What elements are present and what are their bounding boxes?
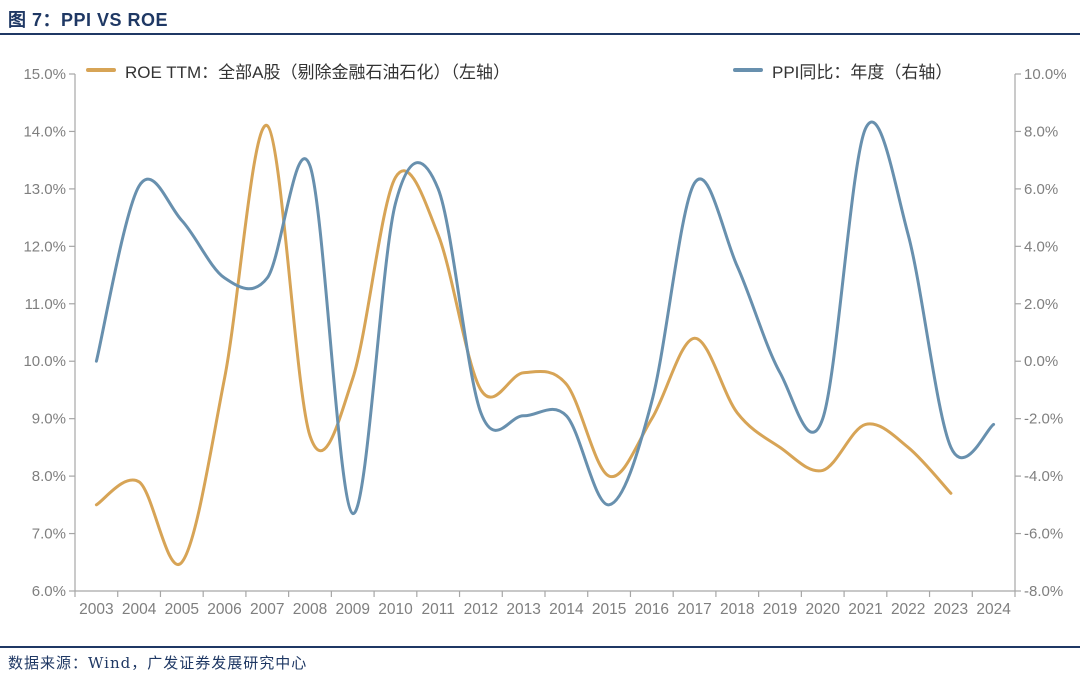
ppi-line (94, 120, 996, 516)
ppi-line-swatch (733, 68, 763, 72)
x-axis-tick-label: 2007 (250, 601, 284, 618)
x-axis-tick-label: 2003 (79, 601, 113, 618)
legend-item-roe: ROE TTM：全部A股（剔除金融石油石化）（左轴） (86, 58, 510, 82)
left-axis-tick-label: 15.0% (23, 66, 66, 83)
left-axis-tick-label: 11.0% (25, 296, 66, 313)
right-axis-tick-label: 8.0% (1024, 123, 1058, 140)
left-axis-tick-label: 12.0% (23, 238, 66, 255)
legend-label-ppi: PPI同比：年度（右轴） (772, 62, 953, 82)
left-axis-tick-label: 13.0% (23, 181, 66, 198)
x-axis-tick-label: 2010 (378, 601, 413, 618)
x-axis-tick-label: 2021 (848, 601, 882, 618)
left-axis-tick-label: 9.0% (32, 411, 66, 428)
right-axis-tick-label: 2.0% (1024, 296, 1058, 313)
x-axis-tick-label: 2008 (293, 601, 327, 618)
x-axis-tick-label: 2024 (976, 601, 1011, 618)
x-axis-tick-label: 2009 (335, 601, 369, 618)
x-axis-tick-label: 2006 (207, 601, 241, 618)
roe-line (94, 124, 953, 567)
legend-label-roe: ROE TTM：全部A股（剔除金融石油石化）（左轴） (125, 62, 511, 82)
x-axis-tick-label: 2013 (506, 601, 540, 618)
right-axis-tick-label: -2.0% (1024, 411, 1063, 428)
legend-item-ppi: PPI同比：年度（右轴） (733, 58, 952, 82)
right-axis-tick-label: -4.0% (1024, 468, 1063, 485)
x-axis-tick-label: 2012 (464, 601, 498, 618)
x-axis-tick-label: 2017 (677, 601, 711, 618)
x-axis-tick-label: 2016 (635, 601, 669, 618)
x-axis-tick-label: 2022 (891, 601, 925, 618)
x-axis-tick-label: 2005 (165, 601, 199, 618)
x-axis-tick-label: 2015 (592, 601, 626, 618)
data-source: 数据来源：Wind，广发证券发展研究中心 (8, 654, 308, 672)
right-axis-tick-label: 6.0% (1024, 181, 1058, 198)
roe-line-swatch (86, 68, 116, 72)
x-axis-tick-label: 2018 (720, 601, 754, 618)
left-axis-tick-label: 8.0% (32, 468, 66, 485)
x-axis-tick-label: 2004 (122, 601, 157, 618)
x-axis-tick-label: 2014 (549, 601, 584, 618)
right-axis-tick-label: -6.0% (1024, 526, 1063, 543)
right-axis-tick-label: 10.0% (1024, 66, 1067, 83)
left-axis-tick-label: 10.0% (23, 353, 66, 370)
x-axis-tick-label: 2023 (934, 601, 968, 618)
x-axis-tick-label: 2019 (763, 601, 797, 618)
x-axis-tick-label: 2020 (805, 601, 840, 618)
x-axis-tick-label: 2011 (422, 601, 455, 618)
right-axis-tick-label: 0.0% (1024, 353, 1058, 370)
left-axis-tick-label: 6.0% (32, 583, 66, 600)
right-axis-tick-label: -8.0% (1024, 583, 1063, 600)
left-axis-tick-label: 14.0% (23, 123, 66, 140)
page-title: 图 7：PPI VS ROE (8, 10, 169, 30)
left-axis-tick-label: 7.0% (32, 526, 66, 543)
footer-divider (0, 646, 1080, 648)
right-axis-tick-label: 4.0% (1024, 238, 1058, 255)
title-divider (0, 33, 1080, 35)
